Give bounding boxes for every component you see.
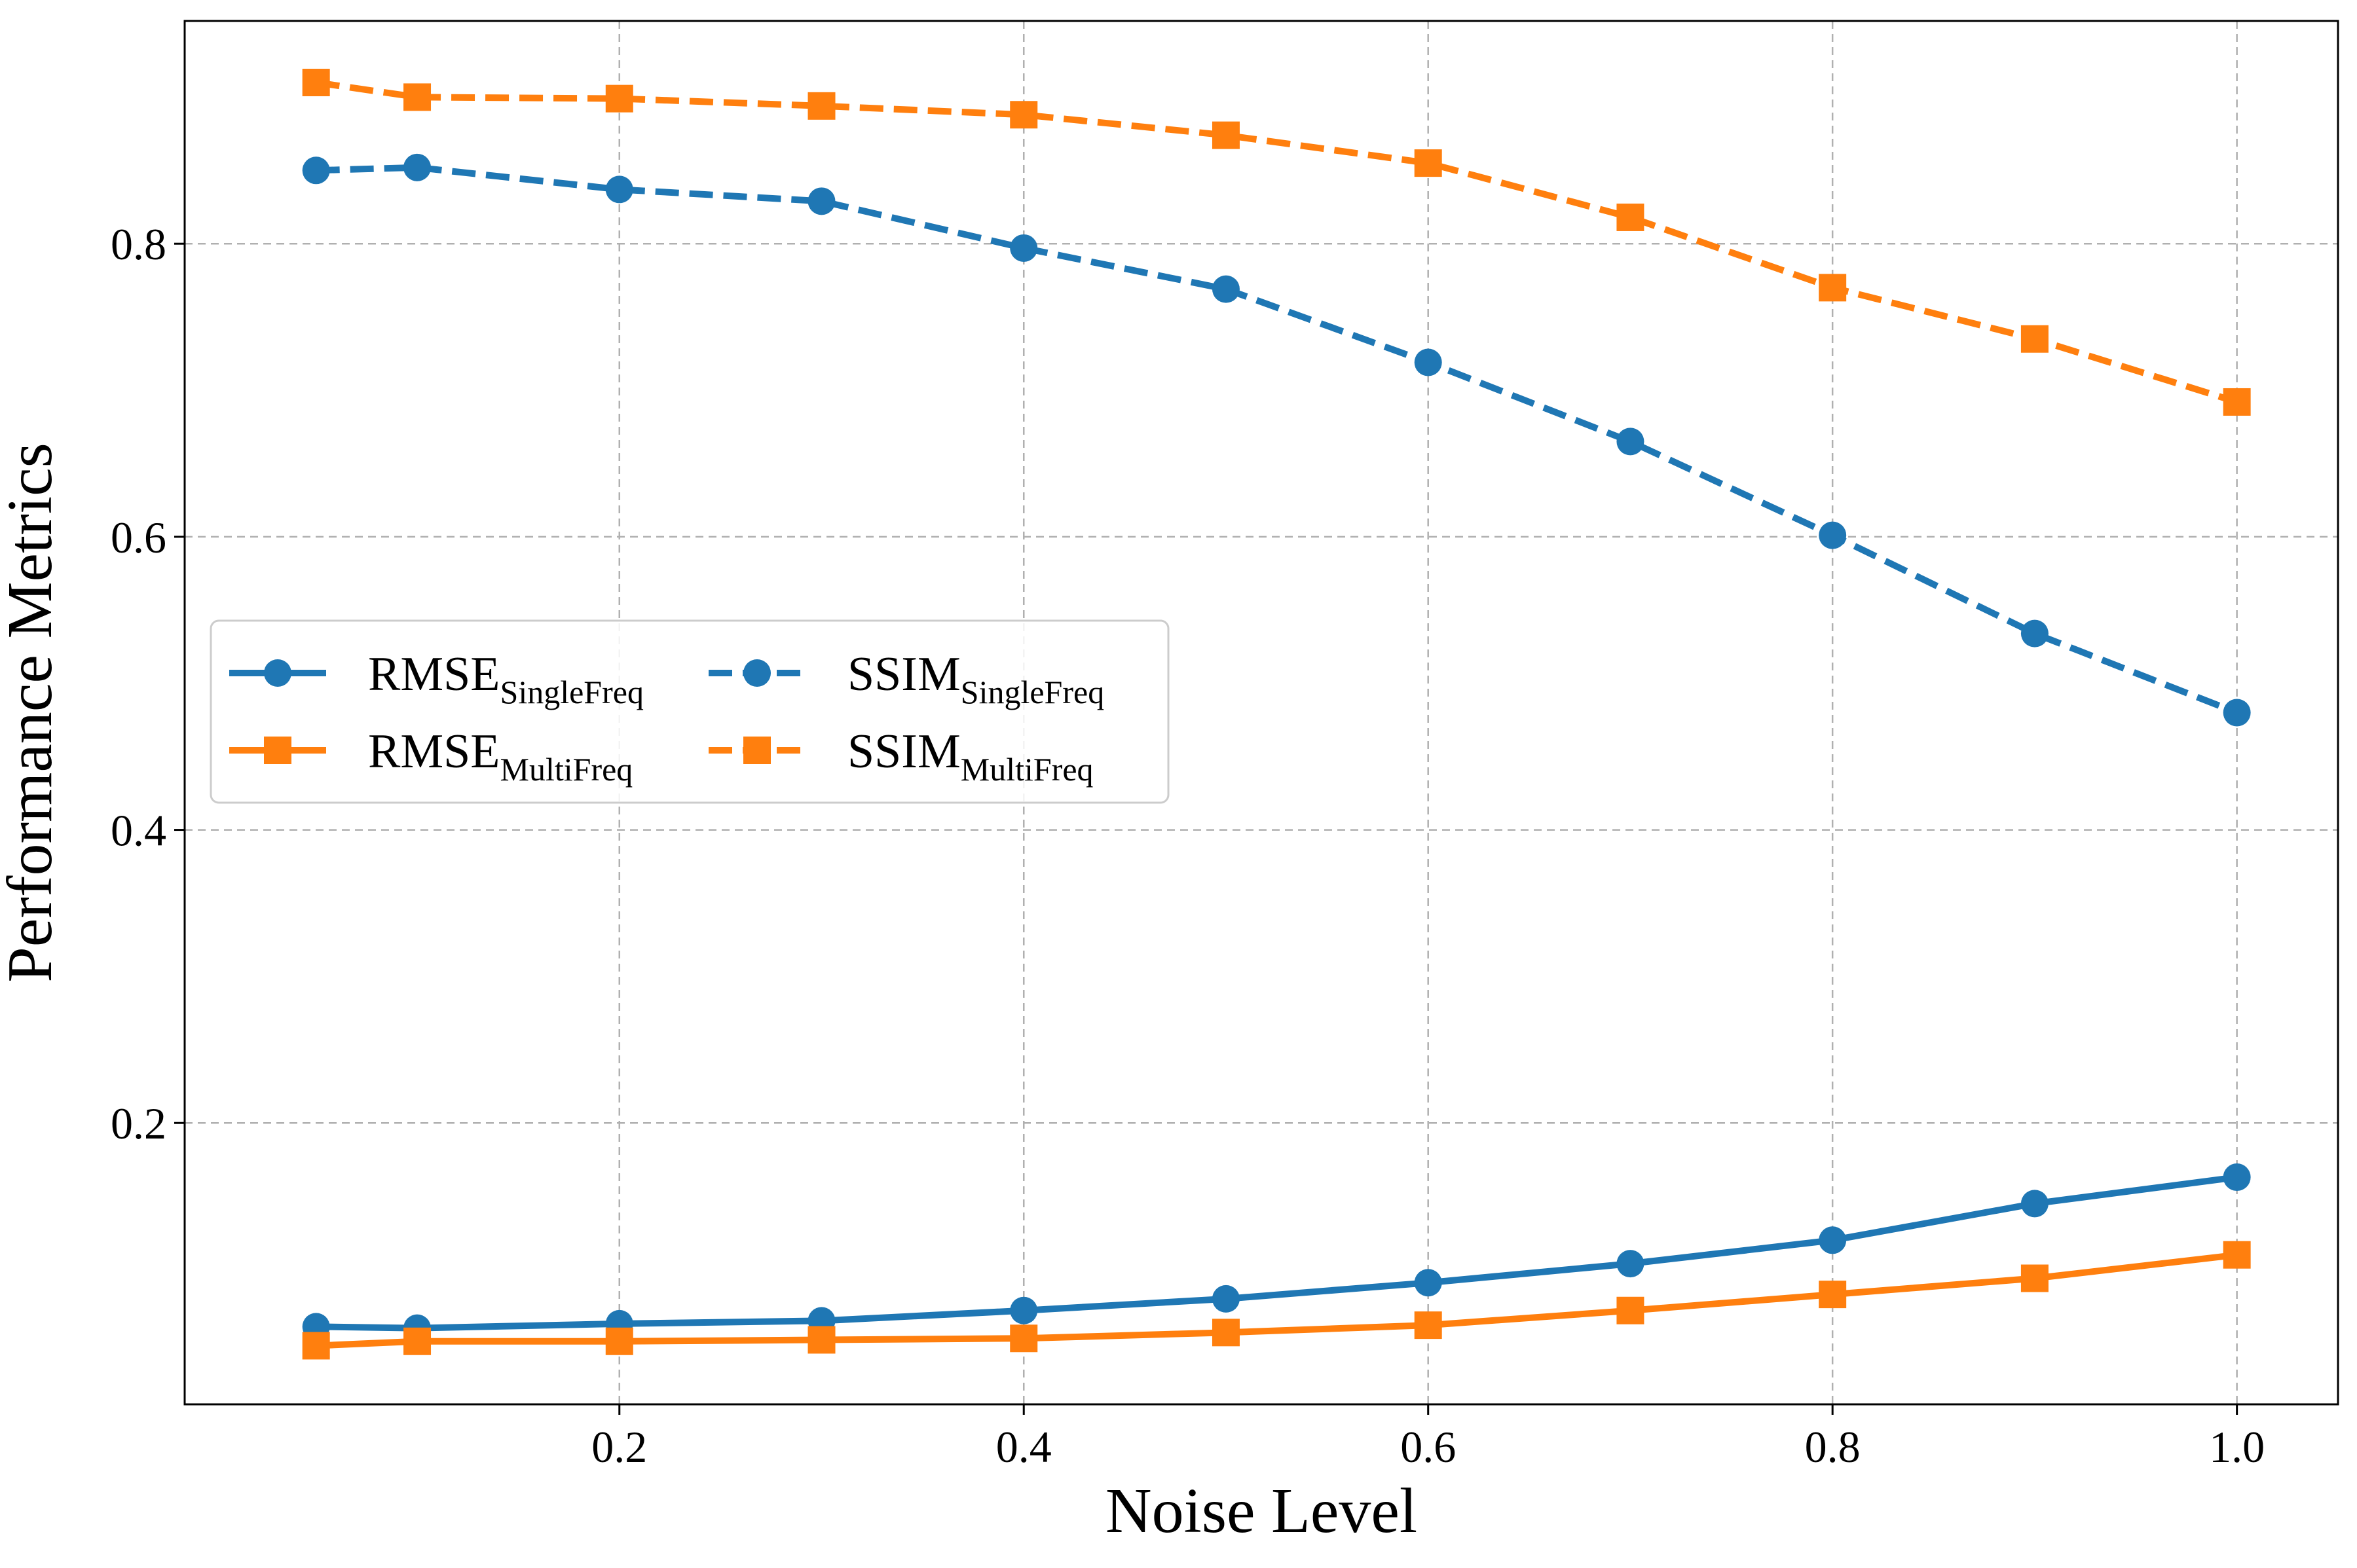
data-point-3-0 (302, 69, 330, 97)
data-point-3-4 (1010, 101, 1038, 129)
legend-marker-0 (264, 659, 291, 687)
data-point-3-9 (2020, 325, 2049, 353)
data-point-2-6 (1414, 1311, 1442, 1340)
data-point-1-7 (1616, 428, 1644, 456)
x-tick-label-4: 1.0 (2209, 1422, 2265, 1472)
y-tick-label-3: 0.8 (111, 219, 166, 269)
legend-label-subscript: MultiFreq (961, 751, 1094, 788)
data-point-1-0 (302, 156, 330, 185)
data-point-0-8 (1819, 1226, 1847, 1254)
data-point-2-2 (605, 1327, 633, 1355)
data-point-2-5 (1212, 1319, 1240, 1347)
data-point-3-2 (605, 84, 633, 113)
legend-label-subscript: SingleFreq (500, 674, 644, 710)
legend: RMSESingleFreqRMSEMultiFreqSSIMSingleFre… (210, 619, 1170, 804)
data-point-3-6 (1414, 149, 1442, 177)
y-axis-title: Performance Metrics (0, 443, 65, 982)
legend-label-main: SSIM (847, 725, 961, 778)
legend-label-main: RMSE (368, 725, 500, 778)
data-point-3-10 (2223, 388, 2251, 416)
data-point-2-9 (2020, 1264, 2049, 1292)
legend-label-3: SSIMMultiFreq (847, 725, 1094, 788)
data-point-1-4 (1010, 234, 1038, 262)
data-point-1-3 (807, 187, 836, 215)
legend-label-subscript: MultiFreq (500, 751, 633, 788)
data-point-3-7 (1616, 203, 1644, 231)
legend-label-subscript: SingleFreq (961, 674, 1104, 710)
series-ssim-multifreq (302, 69, 2251, 416)
x-tick-label-2: 0.6 (1400, 1422, 1456, 1472)
legend-marker-2 (743, 659, 771, 687)
data-point-3-3 (807, 92, 836, 120)
legend-marker-1 (264, 737, 291, 764)
plot-frame (183, 20, 2339, 1406)
data-point-3-8 (1819, 274, 1847, 302)
data-point-1-5 (1212, 275, 1240, 303)
series-layer (302, 69, 2251, 1360)
data-point-2-3 (807, 1326, 836, 1354)
data-point-1-9 (2020, 619, 2049, 647)
data-point-0-10 (2223, 1163, 2251, 1192)
data-point-0-6 (1414, 1269, 1442, 1297)
series-rmse-multifreq (302, 1241, 2251, 1360)
legend-frame (210, 619, 1170, 804)
tick-layer: 0.2 0.4 0.6 0.8 1.0 0.2 0.4 0.6 0.8 (111, 219, 2265, 1472)
data-point-1-1 (403, 153, 432, 181)
y-tick-label-2: 0.6 (111, 513, 166, 562)
data-point-0-4 (1010, 1296, 1038, 1324)
legend-marker-3 (743, 737, 771, 764)
data-point-0-9 (2020, 1190, 2049, 1218)
y-tick-label-1: 0.4 (111, 806, 166, 856)
data-point-2-8 (1819, 1281, 1847, 1309)
data-point-3-1 (403, 83, 432, 111)
legend-label-2: SSIMSingleFreq (847, 647, 1104, 710)
data-point-2-4 (1010, 1324, 1038, 1353)
series-line-3 (315, 79, 2238, 405)
x-tick-label-0: 0.2 (591, 1422, 647, 1472)
data-point-2-10 (2223, 1241, 2251, 1269)
data-point-1-2 (605, 175, 633, 204)
series-ssim-singlefreq (302, 153, 2251, 727)
data-point-0-5 (1212, 1285, 1240, 1313)
legend-label-0: RMSESingleFreq (368, 647, 644, 710)
data-point-1-8 (1819, 521, 1847, 549)
x-tick-label-3: 0.8 (1805, 1422, 1861, 1472)
legend-label-main: SSIM (847, 647, 961, 701)
data-point-2-1 (403, 1327, 432, 1355)
data-point-0-7 (1616, 1250, 1644, 1278)
legend-label-1: RMSEMultiFreq (368, 725, 633, 788)
data-point-2-0 (302, 1332, 330, 1360)
data-point-3-5 (1212, 121, 1240, 149)
data-point-1-6 (1414, 348, 1442, 376)
x-tick-label-1: 0.4 (996, 1422, 1052, 1472)
legend-label-main: RMSE (368, 647, 500, 701)
y-tick-label-0: 0.2 (111, 1099, 166, 1148)
x-axis-title: Noise Level (1105, 1476, 1417, 1546)
data-point-2-7 (1616, 1296, 1644, 1324)
data-point-1-10 (2223, 699, 2251, 727)
